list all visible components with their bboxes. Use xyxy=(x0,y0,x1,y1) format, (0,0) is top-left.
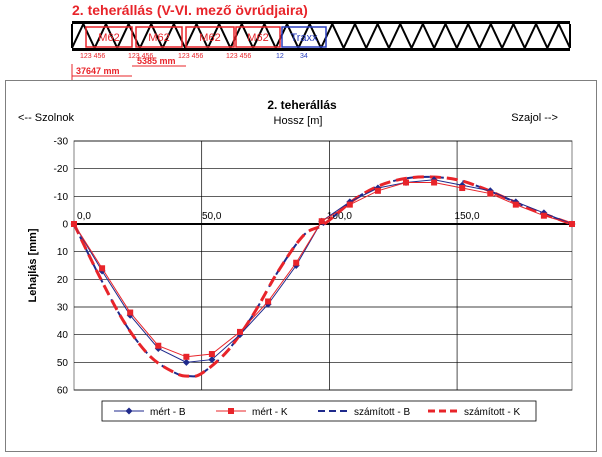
deflection-chart: 2. teherállás Hossz [m] <-- Szolnok Szajol … xyxy=(18,98,576,422)
locomotive-label: Traxx xyxy=(290,32,318,44)
locomotive-box xyxy=(185,26,235,48)
legend-marker xyxy=(228,408,234,414)
locomotive-label: M62 xyxy=(98,32,119,44)
axle-group-label: 12 xyxy=(276,53,284,60)
legend-marker xyxy=(125,407,133,415)
dimension-5385: 5385 mm xyxy=(137,56,176,66)
y-tick-label: 60 xyxy=(57,386,69,397)
data-point-mert-k xyxy=(318,218,325,225)
data-point-mert-k xyxy=(512,201,519,208)
legend-szamitott-b: számított - B xyxy=(354,407,410,418)
data-point-mert-k xyxy=(155,342,162,349)
data-point-mert-k xyxy=(459,185,466,192)
locomotive-box xyxy=(281,26,327,48)
y-tick-label: 40 xyxy=(57,330,69,341)
data-point-mert-k xyxy=(71,221,77,227)
locomotive-box xyxy=(235,26,281,48)
data-point-mert-k xyxy=(346,201,353,208)
y-tick-label: 30 xyxy=(57,303,69,314)
y-tick-label: -20 xyxy=(54,164,69,175)
x-tick-label: 0,0 xyxy=(77,211,91,222)
truss-diagonals xyxy=(71,21,571,51)
y-tick-label: 0 xyxy=(62,220,68,231)
locomotive-box xyxy=(135,26,183,48)
series-line-szamitott-k xyxy=(72,175,573,378)
plot-area xyxy=(73,140,573,391)
x-tick-label: 150,0 xyxy=(455,211,480,222)
data-point-mert-k xyxy=(237,328,243,335)
legend-mert-b: mért - B xyxy=(150,407,186,418)
data-point-mert-b xyxy=(182,358,190,366)
legend-szamitott-k: számított - K xyxy=(464,407,520,418)
chart-container: 2. teherállás Hossz [m] <-- Szolnok Szajol … xyxy=(5,80,597,452)
truss-diagram: M62 M62 M62 M62 Traxx 123 456 123 456 123 456 12… xyxy=(71,21,571,80)
annotation-szajol: Szajol --> xyxy=(511,112,558,124)
data-point-mert-k xyxy=(127,309,134,316)
y-tick-label: 50 xyxy=(57,358,69,369)
x-tick-label: 100,0 xyxy=(327,211,352,222)
data-point-mert-k xyxy=(183,353,190,360)
locomotive-label: M62 xyxy=(148,32,169,44)
load-case-title: 2. teherállás (V-VI. mező övrúdjaira) xyxy=(72,2,308,18)
y-tick-label: -10 xyxy=(54,192,69,203)
data-point-mert-k xyxy=(487,190,494,197)
chart-title: 2. teherállás xyxy=(267,98,337,112)
axle-group-label: 34 xyxy=(300,53,308,60)
data-point-mert-k xyxy=(540,212,547,219)
data-point-mert-k xyxy=(431,179,438,186)
data-point-mert-k xyxy=(403,179,409,186)
data-point-mert-k xyxy=(99,265,106,272)
axle-group-label: 123 456 xyxy=(226,53,251,60)
y-axis-label: Lehajlás [mm] xyxy=(27,228,39,302)
data-point-mert-k xyxy=(293,259,300,266)
legend-mert-k: mért - K xyxy=(252,407,288,418)
x-axis-label: Hossz [m] xyxy=(274,115,323,127)
data-point-mert-k xyxy=(374,187,381,194)
annotation-szolnok: <-- Szolnok xyxy=(18,112,74,124)
y-tick-label: -30 xyxy=(54,137,69,148)
y-tick-label: 10 xyxy=(57,247,69,258)
locomotive-label: M62 xyxy=(199,32,220,44)
data-point-mert-b xyxy=(208,356,216,364)
data-point-mert-k xyxy=(265,298,272,305)
axle-group-label: 123 456 xyxy=(80,53,105,60)
axle-group-label: 123 456 xyxy=(178,53,203,60)
truss-top-chord xyxy=(72,21,570,24)
x-tick-label: 50,0 xyxy=(202,211,222,222)
locomotive-label: M62 xyxy=(247,32,268,44)
y-tick-label: 20 xyxy=(57,275,69,286)
data-point-mert-k xyxy=(208,351,215,358)
axle-group-label: 123 456 xyxy=(128,53,153,60)
dimension-37647: 37647 mm xyxy=(76,66,120,76)
locomotive-box xyxy=(85,26,133,48)
data-point-mert-k xyxy=(569,221,575,227)
